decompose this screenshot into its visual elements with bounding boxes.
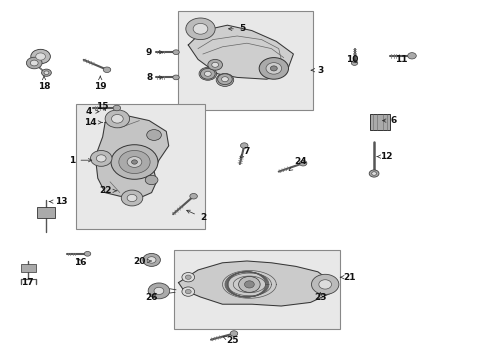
Text: 22: 22 xyxy=(99,186,117,195)
Text: 24: 24 xyxy=(288,157,306,171)
Text: 5: 5 xyxy=(228,24,244,33)
Circle shape xyxy=(311,274,338,294)
Polygon shape xyxy=(178,261,329,306)
Circle shape xyxy=(211,62,218,67)
Circle shape xyxy=(131,160,137,164)
Circle shape xyxy=(185,289,191,294)
Text: 7: 7 xyxy=(240,147,250,158)
Text: 6: 6 xyxy=(382,116,396,125)
Text: 21: 21 xyxy=(340,273,355,282)
Text: 20: 20 xyxy=(133,256,151,265)
Ellipse shape xyxy=(103,67,111,72)
Circle shape xyxy=(244,281,254,288)
Ellipse shape xyxy=(350,60,357,66)
Text: 15: 15 xyxy=(96,102,109,111)
Text: 10: 10 xyxy=(345,55,358,64)
Text: 11: 11 xyxy=(394,55,407,64)
Circle shape xyxy=(318,280,331,289)
Circle shape xyxy=(185,275,191,279)
Text: 1: 1 xyxy=(69,156,92,165)
Circle shape xyxy=(216,73,233,86)
Circle shape xyxy=(36,53,45,60)
Text: 4: 4 xyxy=(85,107,99,116)
Ellipse shape xyxy=(113,105,121,111)
Polygon shape xyxy=(95,115,168,198)
Text: 12: 12 xyxy=(376,152,392,161)
Bar xyxy=(369,114,389,130)
Circle shape xyxy=(145,175,158,185)
Circle shape xyxy=(368,170,378,177)
Text: 9: 9 xyxy=(145,48,163,57)
Ellipse shape xyxy=(407,53,415,59)
Bar xyxy=(178,11,312,110)
Circle shape xyxy=(204,71,211,76)
Ellipse shape xyxy=(299,161,306,166)
Circle shape xyxy=(154,287,163,294)
Circle shape xyxy=(259,58,288,79)
Circle shape xyxy=(221,77,228,82)
Ellipse shape xyxy=(230,331,237,336)
Polygon shape xyxy=(188,25,293,79)
Ellipse shape xyxy=(84,251,91,256)
Text: 14: 14 xyxy=(84,118,102,127)
Circle shape xyxy=(111,114,123,123)
Bar xyxy=(173,250,339,329)
Circle shape xyxy=(193,23,207,34)
Circle shape xyxy=(182,287,194,296)
Circle shape xyxy=(265,63,281,74)
Circle shape xyxy=(217,74,232,85)
Circle shape xyxy=(270,66,277,71)
Circle shape xyxy=(185,18,215,40)
Circle shape xyxy=(147,257,156,263)
Circle shape xyxy=(182,273,194,282)
Circle shape xyxy=(238,276,260,292)
Circle shape xyxy=(111,145,158,179)
Circle shape xyxy=(30,60,38,66)
Circle shape xyxy=(105,110,129,128)
Text: 13: 13 xyxy=(49,197,67,206)
Ellipse shape xyxy=(189,193,197,199)
Text: 17: 17 xyxy=(20,278,33,287)
Circle shape xyxy=(119,150,150,174)
Ellipse shape xyxy=(172,50,179,55)
Circle shape xyxy=(41,69,51,76)
Circle shape xyxy=(207,59,222,70)
Text: 8: 8 xyxy=(146,73,163,82)
Ellipse shape xyxy=(240,143,247,148)
Ellipse shape xyxy=(172,75,179,80)
Text: 19: 19 xyxy=(94,76,106,91)
Text: 18: 18 xyxy=(38,76,50,91)
Bar xyxy=(37,207,55,218)
Circle shape xyxy=(127,194,137,202)
Circle shape xyxy=(371,172,376,175)
Circle shape xyxy=(127,157,142,167)
Circle shape xyxy=(26,57,42,69)
Circle shape xyxy=(121,190,142,206)
Text: 23: 23 xyxy=(313,292,326,302)
Circle shape xyxy=(199,67,216,80)
Circle shape xyxy=(31,49,50,64)
Circle shape xyxy=(146,130,161,140)
Circle shape xyxy=(148,283,169,299)
Circle shape xyxy=(200,68,215,79)
Circle shape xyxy=(142,253,160,266)
Bar xyxy=(20,264,36,272)
Circle shape xyxy=(44,71,49,75)
Text: 25: 25 xyxy=(223,336,238,345)
Circle shape xyxy=(90,150,112,166)
Text: 3: 3 xyxy=(311,66,323,75)
Circle shape xyxy=(96,155,106,162)
Bar xyxy=(76,104,205,229)
Text: 2: 2 xyxy=(186,210,205,222)
Text: 26: 26 xyxy=(145,292,158,302)
Text: 16: 16 xyxy=(74,258,87,267)
